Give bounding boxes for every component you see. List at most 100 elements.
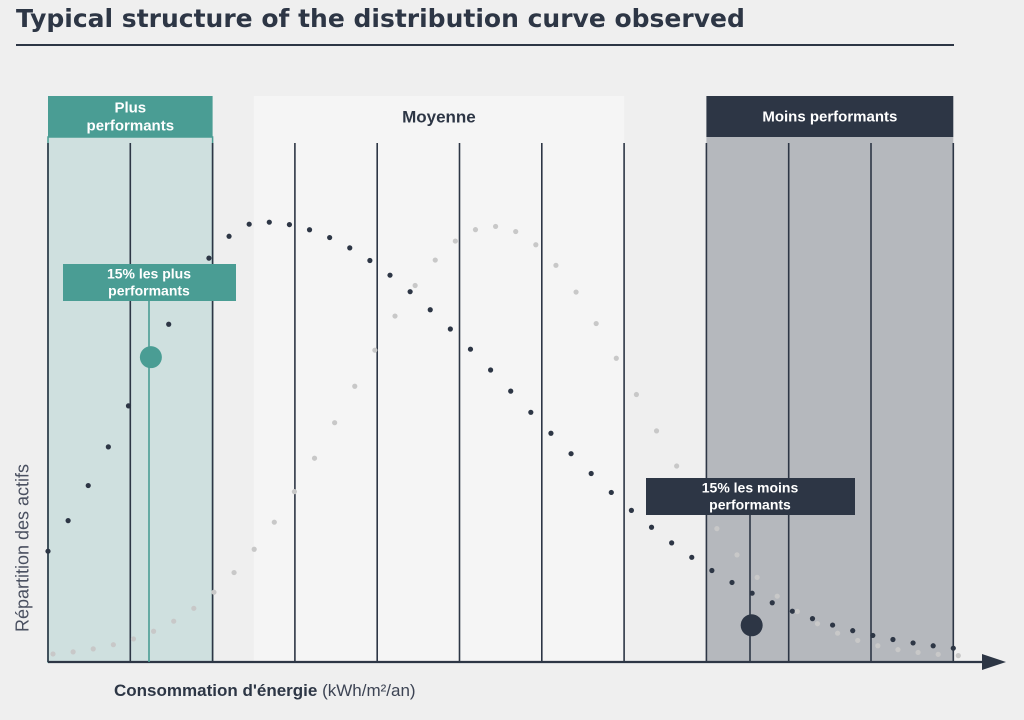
zone-moyenne-header [253,96,625,137]
curve-dot [492,223,499,230]
curve-dot [528,409,534,415]
curve-dot [513,228,519,235]
curve-dot [573,289,579,295]
curve-dot [231,569,237,576]
curve-dot [427,307,433,313]
x-axis-label-main: Consommation d'énergie [114,681,318,700]
curve-dot [412,282,418,289]
curve-dot [850,628,856,634]
curve-dot [150,628,157,634]
curve-dot [45,548,51,554]
curve-dot [487,367,494,373]
curve-dot [834,630,841,636]
curve-dot [306,227,313,233]
curve-dot [367,257,373,264]
curve-dot [206,255,212,261]
curve-dot [347,245,353,251]
curve-dot [814,621,821,627]
curve-dot [553,262,559,268]
zone-plus-performants-header [48,96,213,137]
curve-dot [508,388,514,394]
curve-dot [352,383,358,389]
curve-dot [910,640,916,646]
zone-moyenne-area [253,137,625,662]
curve-dot [432,257,438,263]
curve-dot [714,526,720,532]
curve-dot [593,320,599,327]
curve-dot [789,608,795,614]
curve-dot [125,403,132,409]
plus-performants-callout-box [63,264,236,301]
curve-dot [588,470,594,477]
curve-dot [311,455,318,461]
curve-dot [166,321,172,327]
curve-dot [70,649,76,655]
curve-dot [171,618,177,624]
curve-dot [633,391,640,398]
curve-dot [85,482,91,489]
curve-dot [533,242,539,248]
curve-dot [669,540,675,546]
y-axis-label: Répartition des actifs [12,463,33,633]
curve-dot [935,651,941,657]
curve-dot [608,489,614,496]
curve-dot [794,608,800,615]
curve-dot [266,219,272,225]
curve-dot [327,234,333,241]
plus-performants-callout-label: 15% les plus performants [107,266,191,299]
curve-dot [855,637,861,644]
curve-dot [332,420,338,426]
curve-dot [915,649,921,656]
curve-dot [226,233,232,239]
curve-dot [387,272,393,278]
curve-dot [729,579,735,586]
zone-moins-performants-label: Moins performants [762,108,897,125]
curve-dot [709,567,715,574]
curve-dot [467,346,474,352]
curve-dot [50,651,56,657]
curve-dot [613,355,619,361]
curve-dot [769,600,775,606]
curve-dot [895,647,901,653]
curve-dot [472,227,479,233]
curve-dot [950,645,956,651]
curve-dot [809,616,816,622]
curve-dot [749,590,755,596]
curve-dot [734,552,740,558]
chart-title: Typical structure of the distribution cu… [16,4,745,33]
curve-dot [628,507,635,513]
curve-dot [653,428,660,434]
moins-performants-callout-box [646,478,855,515]
moins-performants-callout-label: 15% les moins performants [702,480,799,513]
curve-dot [105,444,111,450]
curve-dot [447,326,453,332]
curve-dot [829,622,836,628]
curve-dot [568,451,574,457]
curve-dot [110,642,116,648]
curve-dot [890,636,896,643]
zone-moins-performants-header [706,96,954,137]
curve-dot [452,238,458,244]
x-axis-arrowhead [982,654,1006,670]
curve-dot [90,646,96,652]
title-underline [16,44,954,46]
zone-moins-performants-area [706,137,954,662]
moins-performants-marker [740,614,763,637]
curve-dot [392,313,398,319]
curve-dot [251,546,257,552]
curve-dot [246,221,252,227]
curve-dot [548,430,554,436]
curve-dot [65,518,71,524]
curve-dot [271,519,277,525]
curve-dot [286,221,293,228]
curve-dot [291,489,298,495]
curve-dot [372,347,378,353]
curve-dot [130,636,137,642]
dark-distribution-curve [45,219,956,651]
curve-dot [407,289,413,295]
x-axis-label: Consommation d'énergie (kWh/m²/an) [114,681,416,701]
zone-moyenne-label: Moyenne [402,107,476,126]
curve-dot [930,643,936,649]
plus-performants-marker [139,346,162,369]
